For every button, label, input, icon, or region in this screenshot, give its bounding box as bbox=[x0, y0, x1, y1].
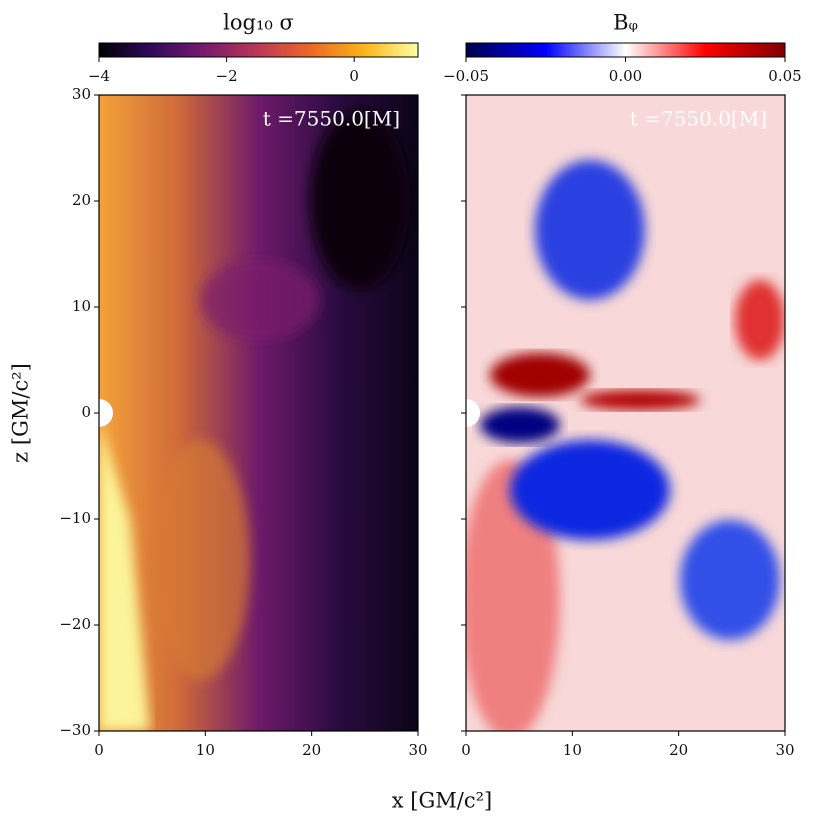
x-tick-label: 20 bbox=[302, 741, 321, 759]
annotation: t =7550.0[M] bbox=[630, 107, 767, 131]
annotation: t =7550.0[M] bbox=[263, 107, 400, 131]
x-tick-label: 10 bbox=[196, 741, 215, 759]
colorbar-tick-label: −0.05 bbox=[443, 67, 489, 85]
colorbar-tick-label: 0.00 bbox=[609, 67, 642, 85]
y-tick-label: −10 bbox=[59, 509, 91, 527]
y-axis-label: z [GM/c²] bbox=[9, 363, 33, 463]
y-tick-label: 30 bbox=[72, 85, 91, 103]
colorbar-label: Bᵩ bbox=[613, 11, 638, 35]
colorbar bbox=[98, 42, 419, 58]
colorbar bbox=[465, 42, 786, 58]
colorbar-tick-label: 0.05 bbox=[768, 67, 801, 85]
y-tick-label: 0 bbox=[81, 403, 91, 421]
x-tick-label: 0 bbox=[94, 741, 104, 759]
x-tick-label: 30 bbox=[775, 741, 794, 759]
field-image bbox=[99, 95, 418, 731]
colorbar-tick-label: −2 bbox=[216, 67, 238, 85]
field-image bbox=[466, 95, 785, 731]
x-tick-label: 30 bbox=[408, 741, 427, 759]
y-tick-label: 10 bbox=[72, 297, 91, 315]
x-axis-label: x [GM/c²] bbox=[392, 789, 492, 813]
x-tick-label: 10 bbox=[563, 741, 582, 759]
y-tick-label: 20 bbox=[72, 191, 91, 209]
x-tick-label: 20 bbox=[669, 741, 688, 759]
colorbar-label: log₁₀ σ bbox=[223, 11, 294, 35]
y-tick-label: −20 bbox=[59, 615, 91, 633]
x-tick-label: 0 bbox=[461, 741, 471, 759]
colorbar-tick-label: 0 bbox=[349, 67, 359, 85]
y-tick-label: −30 bbox=[59, 721, 91, 739]
colorbar-tick-label: −4 bbox=[88, 67, 110, 85]
